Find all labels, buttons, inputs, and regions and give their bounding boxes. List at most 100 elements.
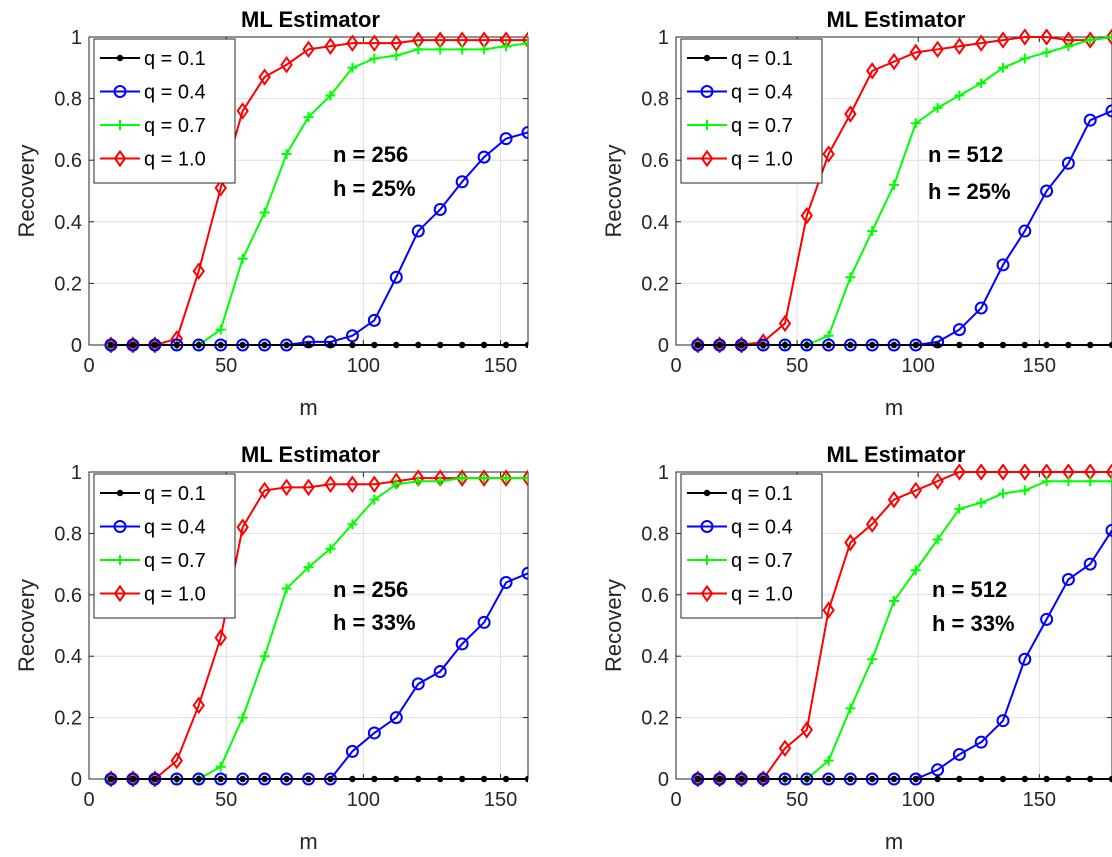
data-point [457,44,468,55]
x-tick-label: 150 [1023,355,1056,377]
legend-marker [113,584,127,603]
legend-label: q = 0.7 [731,550,793,572]
data-point [931,472,944,490]
legend-marker [702,555,712,565]
data-point [1083,557,1097,571]
data-point [236,518,249,536]
data-point [869,775,876,783]
series-q-0-1 [694,341,1112,349]
data-point [437,775,444,783]
data-point [129,341,137,349]
series-group [104,469,528,787]
x-axis-label: m [885,395,903,420]
x-tick-label: 0 [83,355,94,377]
legend-marker [116,54,124,62]
data-point [173,341,180,349]
data-point [867,226,878,237]
data-point [953,464,966,481]
x-tick-label: 0 [670,355,681,377]
series-line [110,39,528,346]
data-point [952,747,966,761]
data-point [996,258,1010,272]
data-point [148,770,162,787]
data-point [327,341,334,349]
data-point [236,102,249,120]
data-point [126,770,140,787]
data-point [713,770,726,787]
y-axis-label: Recovery [601,579,626,672]
data-point [890,341,898,349]
data-point [865,62,879,80]
y-tick-label: 1 [658,27,669,49]
x-axis-label: m [885,829,903,854]
data-point [521,31,528,49]
legend-label: q = 0.4 [731,82,793,104]
data-point [869,341,876,349]
data-point [214,179,227,197]
data-point [954,90,965,101]
data-point [325,90,336,101]
y-tick-label: 0.2 [641,708,669,730]
data-point [932,102,943,113]
legend-label: q = 0.4 [144,82,206,104]
chart-title: ML Estimator [827,442,966,467]
data-point [104,770,118,787]
legend-marker [115,555,125,565]
legend: q = 0.1 q = 0.4 q = 0.7 q = 1.0 [680,473,823,619]
y-tick-label: 0.2 [54,273,82,295]
data-point [524,775,528,783]
legend-label: q = 0.1 [731,483,793,505]
data-point [778,314,792,333]
data-point [912,775,919,783]
data-point [389,270,403,284]
data-point [371,775,378,783]
data-point [1107,476,1112,487]
data-point [346,34,359,52]
chart-panel-4: 0 50 100 150 0 0.2 0.4 0.6 0.8 1 ML Estimator m Reco… [601,442,1112,854]
data-point [887,52,901,71]
series-q-0-1 [107,775,528,783]
annotation: n = 512 [932,577,1007,602]
data-point [999,775,1007,783]
data-point [934,775,941,783]
data-point [369,53,380,64]
legend-label: q = 0.7 [731,115,793,137]
data-point [1065,341,1072,349]
chart-title: ML Estimator [241,442,380,467]
data-point [953,37,966,55]
data-point [1018,652,1032,666]
data-point [1065,775,1072,783]
y-tick-label: 1 [658,462,669,484]
data-point [974,301,988,315]
data-point [825,341,832,349]
y-tick-label: 0.4 [54,646,82,668]
data-point [302,40,315,59]
legend-label: q = 0.7 [144,115,206,137]
data-point [954,503,965,514]
data-point [887,490,901,509]
data-point [259,651,270,662]
data-point [803,775,810,783]
data-point [974,464,988,481]
y-tick-label: 0.8 [641,523,669,545]
data-point [976,497,987,508]
data-point [261,341,268,349]
data-point [368,34,381,52]
data-point [258,481,271,500]
data-point [1105,29,1112,46]
legend-marker [116,489,124,497]
data-point [1061,156,1075,170]
data-point [280,478,293,497]
legend-label: q = 0.7 [144,550,206,572]
data-point [192,262,205,280]
data-point [713,336,726,353]
data-point [1083,113,1097,127]
data-point [910,118,921,129]
data-point [151,775,159,783]
data-point [477,469,491,487]
data-point [499,576,513,590]
data-point [1018,464,1032,481]
data-point [346,475,359,494]
data-point [433,202,447,216]
data-point [524,341,528,349]
